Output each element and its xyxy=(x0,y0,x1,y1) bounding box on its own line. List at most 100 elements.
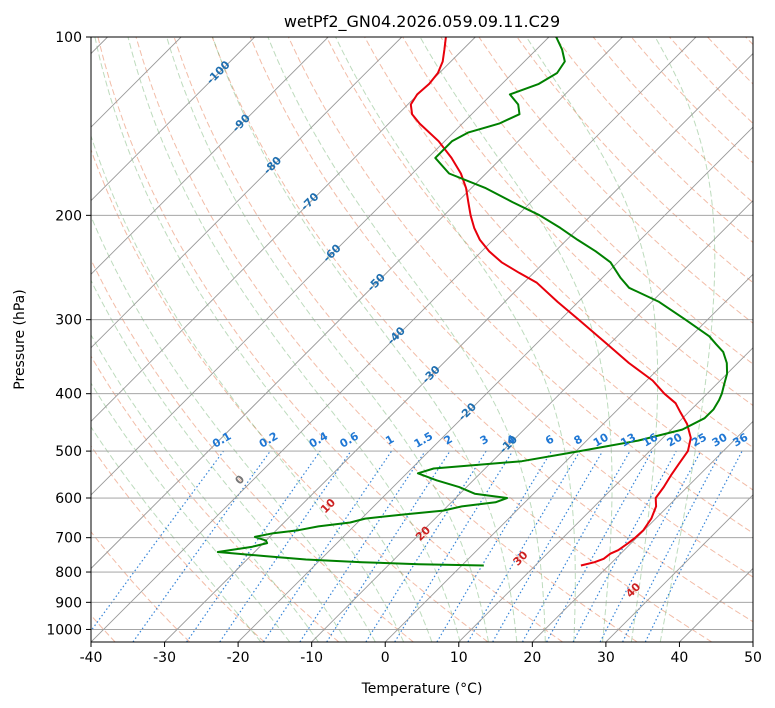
dry-adiabat xyxy=(745,37,753,46)
x-tick-label: 20 xyxy=(523,650,541,666)
moist-adiabat xyxy=(91,426,262,642)
isotherm-line xyxy=(91,37,329,275)
dewpoint-profile xyxy=(216,37,729,567)
moist-adiabat xyxy=(212,37,518,642)
x-tick-label: 10 xyxy=(450,650,468,666)
isotherm-line xyxy=(91,37,476,422)
mixing-ratio-line xyxy=(572,450,677,642)
y-axis-ticks: 100 200 300 400 500 600 700 800 900 1000 xyxy=(46,30,91,638)
mixing-ratio-label: 2 xyxy=(442,433,455,448)
sounding-lines xyxy=(216,37,729,567)
theta-label: 30 xyxy=(511,548,531,568)
y-tick-label: 400 xyxy=(55,387,82,403)
moist-adiabat xyxy=(127,37,461,642)
moist-adiabat xyxy=(91,333,319,642)
x-tick-label: 40 xyxy=(671,650,689,666)
mixing-ratio-line xyxy=(326,450,451,642)
dry-adiabat xyxy=(91,148,489,642)
isotherm-line xyxy=(458,347,753,642)
mixing-ratio-label: 0.1 xyxy=(210,430,233,451)
isotherm-line xyxy=(164,52,753,642)
y-tick-label: 600 xyxy=(55,491,82,507)
moist-adiabat xyxy=(267,37,546,642)
isotherm-line xyxy=(384,273,753,642)
isotherm-label: -30 xyxy=(420,363,443,386)
mixing-ratio-label: 13 xyxy=(618,431,638,450)
moist-adiabat xyxy=(94,37,433,642)
x-axis-label: Temperature (°C) xyxy=(361,681,483,697)
mixing-ratio-line xyxy=(436,450,553,642)
y-axis-label: Pressure (hPa) xyxy=(12,289,28,389)
isotherm-line xyxy=(605,494,753,642)
mixing-ratio-line xyxy=(219,450,352,642)
mixing-ratio-line xyxy=(546,450,653,642)
dry-adiabat xyxy=(91,355,340,642)
dry-adiabat xyxy=(91,531,191,642)
dry-adiabat xyxy=(326,37,753,491)
mixing-ratio-line xyxy=(521,450,631,642)
moist-adiabat xyxy=(91,214,376,642)
mixing-ratio-line xyxy=(132,450,271,642)
mixing-ratio-line xyxy=(299,450,426,642)
moist-adiabat xyxy=(91,134,405,642)
isotherm-line xyxy=(237,126,753,642)
y-tick-label: 800 xyxy=(55,565,82,581)
temperature-profile xyxy=(409,37,692,567)
isotherm-label: -20 xyxy=(456,400,479,423)
mixing-ratio-line xyxy=(644,450,743,642)
isotherm-line xyxy=(752,641,753,642)
mixing-ratio-line xyxy=(91,450,224,632)
isotherm-line xyxy=(91,37,255,202)
moist-adiabat xyxy=(166,37,489,642)
isotherm-line xyxy=(91,37,550,496)
mixing-ratio-label: 16 xyxy=(640,430,660,449)
mixing-ratio-line xyxy=(262,450,392,642)
y-tick-label: 500 xyxy=(55,444,82,460)
y-tick-label: 1000 xyxy=(46,622,82,638)
dry-adiabat xyxy=(669,37,753,125)
y-tick-label: 200 xyxy=(55,208,82,224)
moist-adiabat xyxy=(525,37,659,642)
theta-label: 40 xyxy=(623,580,643,600)
moist-adiabat xyxy=(654,37,716,642)
x-tick-label: 30 xyxy=(597,650,615,666)
mixing-ratio-label: 0.6 xyxy=(338,429,362,450)
mixing-ratio-label: 30 xyxy=(710,430,730,449)
dry-adiabat xyxy=(97,37,563,642)
dry-adiabat xyxy=(516,37,753,284)
y-tick-label: 900 xyxy=(55,595,82,611)
isotherm-label: -50 xyxy=(365,271,388,294)
dry-adiabat xyxy=(592,37,753,204)
x-tick-label: -20 xyxy=(227,650,250,666)
moist-adiabat xyxy=(335,37,576,642)
dry-adiabat xyxy=(211,37,753,623)
x-tick-label: -30 xyxy=(153,650,176,666)
mixing-ratio-label: 6 xyxy=(543,432,556,447)
isotherm-label: -40 xyxy=(385,324,408,347)
mixing-ratio-line xyxy=(186,450,321,642)
x-tick-label: 50 xyxy=(744,650,762,666)
moist-adiabat xyxy=(419,37,613,642)
moist-adiabat xyxy=(91,382,291,642)
dry-adiabat xyxy=(440,37,753,365)
dry-adiabat xyxy=(554,37,753,244)
y-tick-label: 700 xyxy=(55,531,82,547)
isotherm-label: -70 xyxy=(298,190,321,213)
isotherm-label: -80 xyxy=(261,154,284,177)
mixing-ratio-line xyxy=(599,450,702,642)
mixing-ratio-label: 8 xyxy=(572,433,585,448)
pressure-grid xyxy=(91,37,753,642)
plot-frame xyxy=(90,36,754,643)
isotherm-label: -100 xyxy=(204,58,233,87)
x-axis-ticks: -40 -30 -20 -10 0 10 20 30 40 50 xyxy=(80,642,762,666)
isotherm-line xyxy=(311,200,753,642)
x-tick-label: -40 xyxy=(80,650,103,666)
x-tick-label: 0 xyxy=(381,650,390,666)
dry-adiabat xyxy=(91,445,265,642)
dry-adiabat xyxy=(402,37,753,407)
isotherm-line xyxy=(679,567,753,642)
isotherm-label: -90 xyxy=(230,111,253,134)
theta-label: 20 xyxy=(413,523,433,543)
mixing-ratio-label: 0.2 xyxy=(257,430,280,451)
mixing-ratio-label: 3 xyxy=(478,433,491,448)
